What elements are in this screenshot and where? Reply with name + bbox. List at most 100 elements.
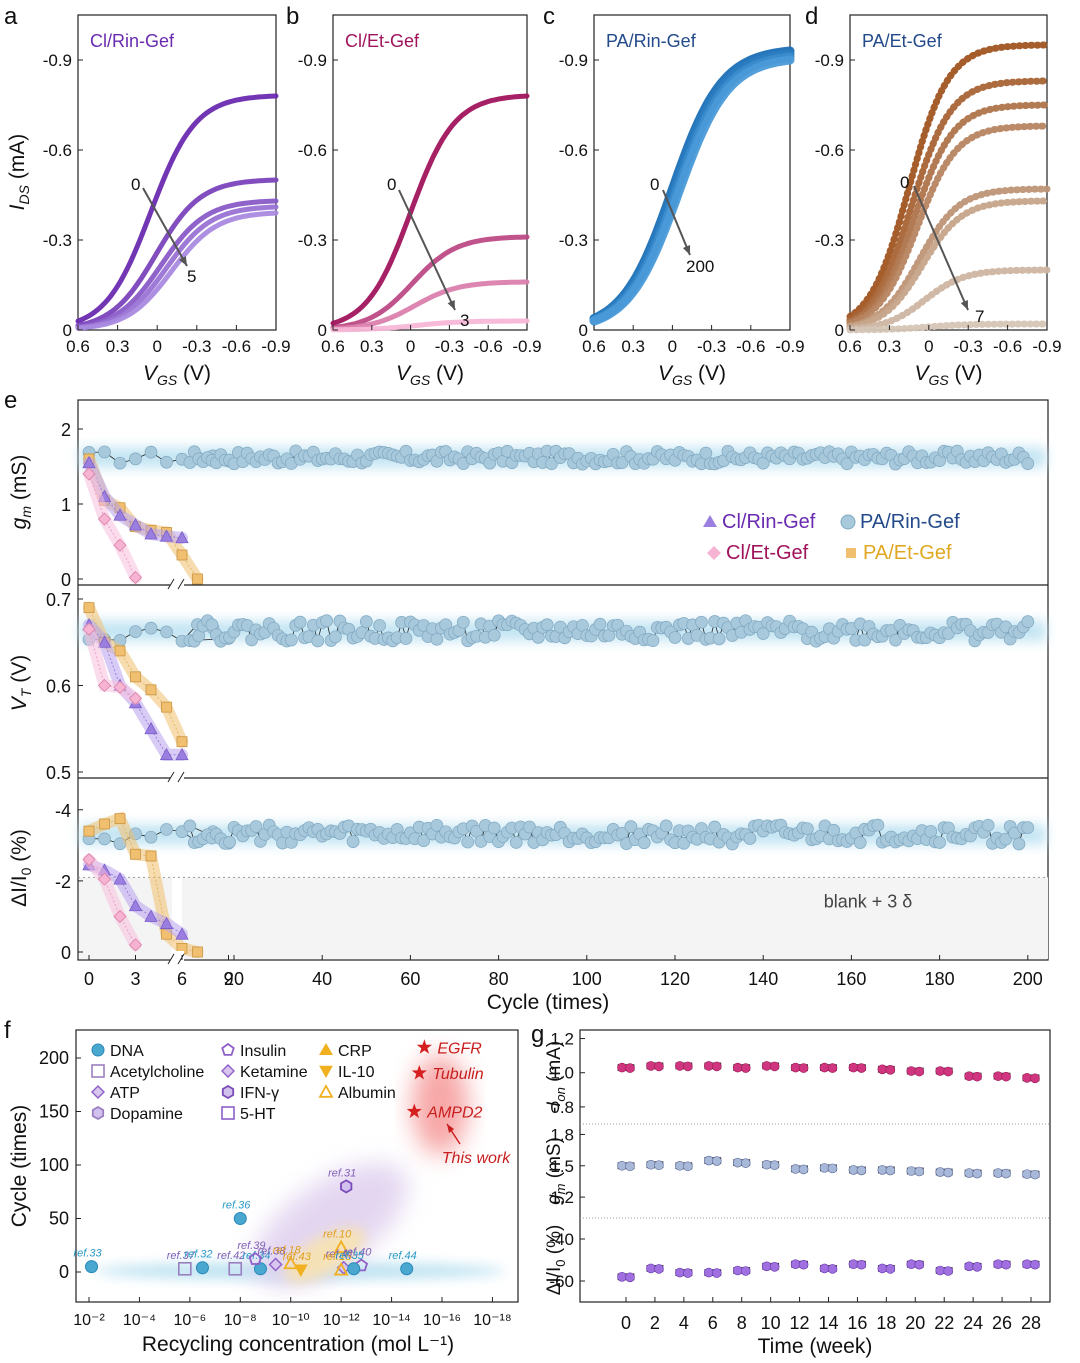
- y-axis-label: ΔI/I0 (%): [8, 829, 34, 907]
- data-point: [703, 1155, 714, 1166]
- legend-label: Acetylcholine: [110, 1064, 204, 1081]
- data-point: [195, 1261, 209, 1275]
- y-tick-label: 200: [39, 1048, 69, 1068]
- panel-g: g0.81.01.21.21.51.8-60-400 2 4 6 8 10 12 14 16 18…: [531, 1021, 1051, 1358]
- pa-rin-point: [346, 835, 360, 848]
- x-tick-label: 0: [84, 969, 94, 989]
- data-point: [228, 1261, 243, 1276]
- data-point: [347, 1262, 361, 1276]
- data-point: [283, 1255, 299, 1270]
- data-point: [248, 1252, 263, 1265]
- x-tick-label: -0.3: [697, 337, 726, 356]
- pa-rin-point: [659, 819, 673, 833]
- pa-rin-point: [129, 452, 142, 466]
- data-point: [683, 1161, 693, 1172]
- pa-rin-point: [98, 445, 111, 459]
- data-point: [625, 1063, 635, 1073]
- y-tick-label: 1.0: [550, 1064, 574, 1083]
- data-point: [675, 1160, 685, 1171]
- data-point: [885, 1264, 896, 1274]
- data-point: [333, 1262, 349, 1276]
- cl_et-point: [97, 872, 112, 886]
- cl_et-point: [128, 691, 143, 706]
- cl_et-point: [97, 678, 112, 693]
- ref-label: ref.43: [283, 1251, 312, 1263]
- y-tick-label: 0: [318, 321, 327, 340]
- x-tick-label: 18: [876, 1313, 896, 1333]
- y-tick-label: 50: [49, 1209, 69, 1229]
- data-point: [972, 1262, 982, 1272]
- data-point: [848, 1259, 859, 1269]
- data-point: [1022, 1169, 1032, 1179]
- pa_et-point: [161, 701, 172, 713]
- x-tick-label: 80: [489, 969, 509, 989]
- cl_rin-point: [144, 527, 158, 540]
- y-tick-label: 0: [61, 943, 71, 963]
- x-tick-label: 200: [1013, 969, 1043, 989]
- data-point: [732, 1062, 743, 1073]
- y-axis-label: Cycle (times): [8, 1105, 31, 1228]
- ref-label: ref.32: [184, 1249, 212, 1261]
- pa-rin-point: [144, 621, 158, 635]
- legend-label: ATP: [110, 1085, 140, 1102]
- x-tick-label: 10⁻¹⁸: [473, 1312, 511, 1329]
- data-point: [856, 1259, 867, 1270]
- pa_et-point: [145, 684, 157, 696]
- cl_rin-point: [144, 909, 158, 922]
- x-tick-label: 0.3: [106, 337, 130, 356]
- y-tick-label: -0.9: [298, 51, 327, 70]
- ref-label: ref.38: [258, 1246, 287, 1258]
- pa-rin-point: [98, 832, 111, 846]
- trend-arrow-head: [682, 245, 691, 255]
- y-tick-label: 0: [63, 321, 72, 340]
- star-point: [411, 1065, 427, 1080]
- ref-label: ref.40: [343, 1247, 372, 1259]
- y-tick-label: -40: [549, 1230, 574, 1249]
- data-point: [1022, 1073, 1032, 1083]
- blob-red: [412, 1055, 468, 1155]
- data-point: [877, 1064, 888, 1075]
- data-point: [964, 1261, 974, 1272]
- series-line: [330, 318, 530, 333]
- data-point: [790, 1259, 801, 1269]
- cl_rin-point: [175, 927, 189, 940]
- pa-rin-point: [487, 821, 501, 835]
- y-axis-label: gm (mS): [544, 1137, 568, 1205]
- arrow-start-label: 0: [387, 175, 396, 194]
- pa-rin-point: [456, 615, 470, 629]
- threshold-label: blank + 3 δ: [824, 891, 913, 911]
- data-point: [233, 1212, 247, 1225]
- data-point: [906, 1259, 917, 1269]
- y-tick-label: -0.6: [298, 141, 327, 160]
- cl_rin-point: [159, 747, 174, 761]
- y-tick-label: 0.6: [46, 677, 71, 697]
- pa-rin-point: [129, 625, 142, 638]
- pa-rin-point: [223, 835, 236, 849]
- pa-rin-point: [1021, 615, 1035, 628]
- data-point: [1030, 1073, 1040, 1084]
- plot-frame: [77, 14, 277, 331]
- pa-rin-point: [540, 618, 554, 632]
- data-point: [885, 1165, 896, 1176]
- x-tick-label: 0: [406, 337, 415, 356]
- data-point: [675, 1267, 685, 1278]
- ref-label: ref.10: [323, 1228, 352, 1240]
- ref-label: ref.39: [237, 1240, 265, 1252]
- x-axis-label: Recycling concentration (mol L⁻¹): [142, 1333, 454, 1356]
- pa_et-point: [176, 549, 188, 561]
- data-point: [906, 1066, 917, 1076]
- legend-label: Albumin: [338, 1085, 396, 1102]
- data-point: [333, 1239, 349, 1254]
- y-tick-label: 0: [835, 321, 844, 340]
- y-tick-label: 0: [579, 321, 588, 340]
- data-point: [400, 1262, 414, 1276]
- panel-e: e 0 1 2 0.5 0.6 0.7 blank + 3 δ 0 -2 -4 gm (mS) VT (…: [4, 387, 1049, 1014]
- ref-label: ref.37: [167, 1250, 196, 1262]
- pa_et-point: [83, 602, 95, 614]
- pa_et-point: [145, 850, 157, 862]
- plot-frame: [332, 14, 528, 331]
- y-tick-label: 1.8: [550, 1125, 574, 1144]
- pa-rin-point: [417, 834, 430, 847]
- data-point: [769, 1061, 780, 1072]
- x-tick-label: 140: [748, 969, 778, 989]
